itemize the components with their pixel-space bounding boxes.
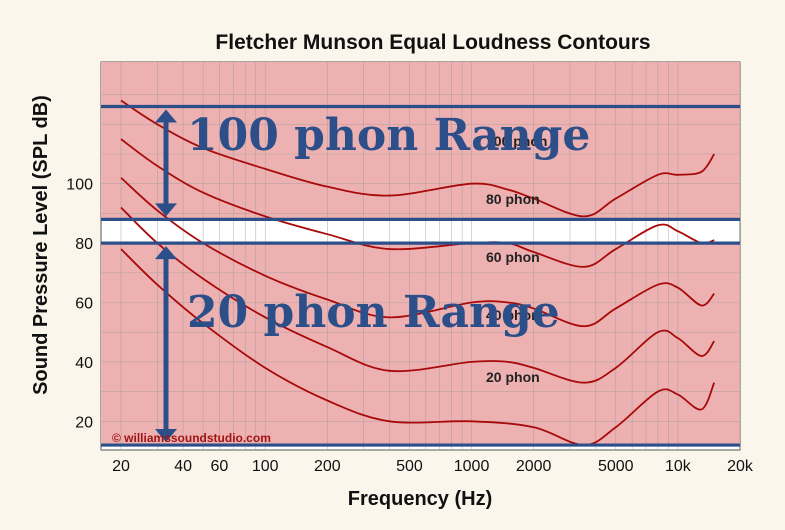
series-label-20-phon: 20 phon bbox=[486, 369, 540, 385]
y-axis-label: Sound Pressure Level (SPL dB) bbox=[30, 95, 52, 395]
x-tick-label: 100 bbox=[252, 458, 279, 475]
y-tick-label: 100 bbox=[66, 177, 93, 194]
arrow-head-down bbox=[155, 429, 177, 443]
x-tick-label: 20k bbox=[727, 458, 754, 475]
x-tick-label: 20 bbox=[112, 458, 130, 475]
band-100-phon bbox=[101, 62, 740, 220]
series-label-100-phon: 100 phon bbox=[486, 133, 547, 149]
x-tick-label: 40 bbox=[174, 458, 192, 475]
x-axis-label: Frequency (Hz) bbox=[348, 488, 492, 510]
x-tick-label: 1000 bbox=[454, 458, 490, 475]
series-line-100-phon bbox=[120, 99, 715, 218]
series-line-60-phon bbox=[120, 177, 715, 328]
x-tick-label: 500 bbox=[396, 458, 423, 475]
series-label-40-phon: 40 phon bbox=[486, 307, 540, 323]
arrow-head-down bbox=[155, 203, 177, 217]
y-tick-label: 80 bbox=[75, 236, 93, 253]
grid bbox=[101, 62, 740, 450]
arrow-100-phon-range bbox=[155, 109, 177, 217]
y-tick-label: 40 bbox=[75, 355, 93, 372]
band-label-100-phon-range: 100 phon Range bbox=[187, 110, 590, 161]
y-tick-label: 20 bbox=[75, 414, 93, 431]
band-label-20-phon-range: 20 phon Range bbox=[187, 287, 560, 338]
contour-lines bbox=[120, 99, 716, 446]
arrow-head-up bbox=[155, 109, 177, 123]
x-tick-label: 5000 bbox=[598, 458, 634, 475]
series-label-60-phon: 60 phon bbox=[486, 249, 540, 265]
plot-area: 20 phon 40 phon 60 phon 80 phon 100 phon100 … bbox=[66, 61, 754, 475]
series-line-20-phon bbox=[120, 248, 716, 446]
copyright-text: © williamssoundstudio.com bbox=[112, 431, 271, 445]
chart-title: Fletcher Munson Equal Loudness Contours bbox=[215, 31, 650, 54]
arrow-20-phon-range bbox=[155, 246, 177, 443]
y-tick-label: 60 bbox=[75, 296, 93, 313]
series-label-80-phon: 80 phon bbox=[486, 191, 540, 207]
x-tick-label: 10k bbox=[665, 458, 692, 475]
arrow-head-up bbox=[155, 246, 177, 260]
x-tick-label: 200 bbox=[314, 458, 341, 475]
series-line-40-phon bbox=[120, 206, 715, 384]
x-tick-label: 2000 bbox=[516, 458, 552, 475]
x-tick-label: 60 bbox=[211, 458, 229, 475]
